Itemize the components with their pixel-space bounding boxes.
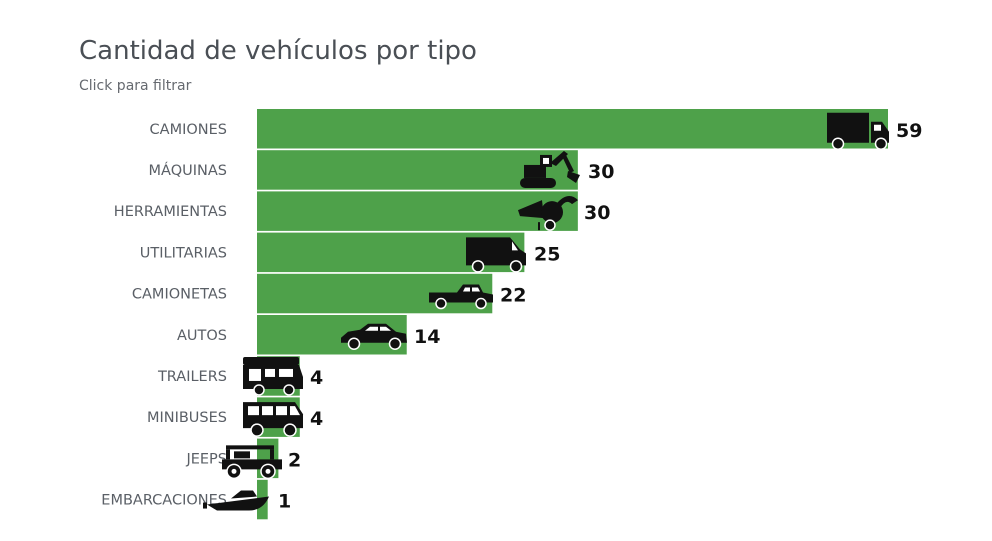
value-label: 1 — [278, 491, 291, 513]
category-label: HERRAMIENTAS — [114, 204, 227, 220]
minibus-icon — [243, 402, 303, 437]
value-label: 22 — [500, 285, 526, 307]
bar-camiones[interactable] — [257, 109, 888, 149]
car-icon — [341, 323, 407, 350]
category-label: CAMIONES — [150, 122, 227, 138]
category-label: EMBARCACIONES — [101, 493, 227, 509]
value-label: 25 — [534, 243, 560, 265]
value-label: 4 — [310, 367, 323, 389]
category-label: JEEPS — [185, 451, 227, 467]
value-label: 59 — [896, 120, 922, 142]
excavator-icon — [520, 150, 580, 188]
truck-icon — [827, 112, 889, 150]
value-label: 30 — [584, 202, 610, 224]
value-label: 2 — [288, 449, 301, 471]
category-label: UTILITARIAS — [140, 245, 227, 261]
chart-title: Cantidad de vehículos por tipo — [79, 36, 477, 66]
category-label: MINIBUSES — [147, 410, 227, 426]
boat-icon — [203, 490, 269, 511]
category-label: CAMIONETAS — [132, 287, 227, 303]
value-label: 14 — [414, 326, 440, 348]
jeep-icon — [222, 445, 282, 480]
chart-subtitle: Click para filtrar — [79, 78, 192, 94]
camper-trailer-icon — [243, 356, 303, 396]
wood-chipper-icon — [518, 195, 578, 231]
value-label: 4 — [310, 408, 323, 430]
category-label: MÁQUINAS — [149, 162, 227, 179]
pickup-icon — [429, 284, 493, 310]
value-label: 30 — [588, 161, 614, 183]
category-label: TRAILERS — [157, 369, 227, 385]
category-label: AUTOS — [177, 328, 227, 344]
van-icon — [466, 237, 526, 273]
